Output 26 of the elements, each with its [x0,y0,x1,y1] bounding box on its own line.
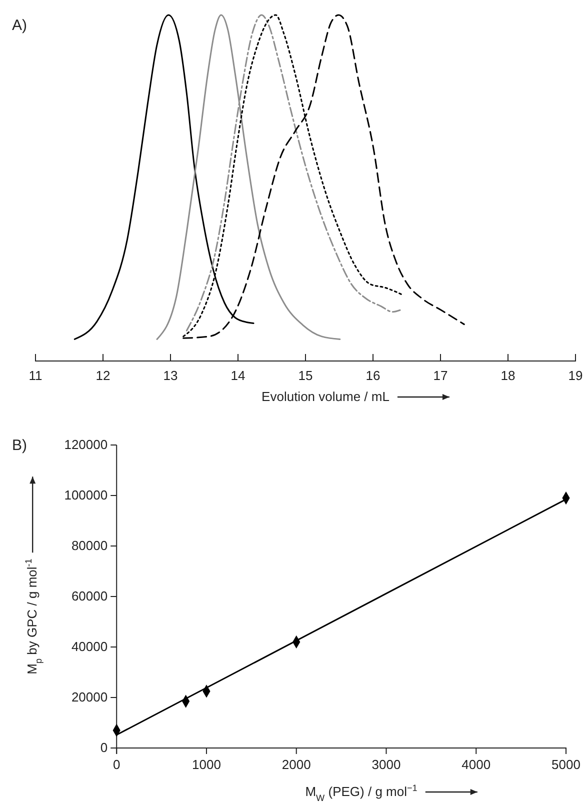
x-tick-label: 11 [28,368,42,384]
chart-title: A) [12,17,28,34]
x-tick-label: 4000 [462,757,491,772]
x-axis-title: M$_{W}$ (PEG) / g mol$^{−1}$ [305,783,418,803]
x-tick-label: 19 [568,368,583,384]
chart-title: B) [12,437,28,454]
y-tick-label: 40000 [71,639,108,654]
x-tick-label: 2000 [282,757,311,772]
x-tick-label: 16 [366,368,380,384]
x-tick-label: 13 [163,368,178,384]
x-tick-label: 1000 [192,757,221,772]
x-tick-label: 5000 [552,757,580,772]
x-tick-label: 17 [433,368,448,384]
x-tick-label: 18 [500,368,516,384]
y-tick-label: 0 [100,740,108,756]
x-tick-label: 3000 [372,757,401,772]
y-tick-label: 60000 [71,588,108,604]
x-tick-label: 15 [298,368,313,384]
y-tick-label: 20000 [71,690,108,705]
x-tick-label: 0 [112,757,120,772]
x-tick-label: 12 [96,368,110,384]
y-tick-label: 100000 [64,488,108,503]
x-axis-title: Evolution volume / mL [262,389,390,404]
y-tick-label: 120000 [64,437,108,452]
x-tick-label: 14 [230,368,246,384]
y-tick-label: 80000 [71,538,108,554]
